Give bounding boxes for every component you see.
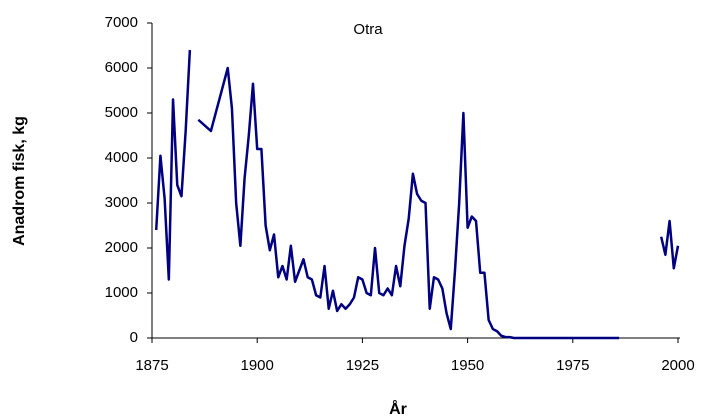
y-tick-label: 6000	[105, 59, 138, 76]
x-tick-label: 1950	[451, 357, 484, 374]
data-line	[154, 49, 680, 340]
y-tick-label: 5000	[105, 104, 138, 121]
x-tick-label: 1975	[556, 357, 589, 374]
x-tick-label: 1875	[135, 357, 168, 374]
x-tick-label: 1925	[346, 357, 379, 374]
y-tick-label: 0	[130, 329, 138, 346]
y-tick-label: 7000	[105, 14, 138, 31]
x-axis-title: År	[389, 399, 407, 418]
y-tick-label: 1000	[105, 284, 138, 301]
y-axis-title: Anadrom fisk, kg	[11, 116, 28, 246]
x-tick-label: 1900	[241, 357, 274, 374]
chart-title: Otra	[353, 21, 383, 38]
x-tick-label: 2000	[661, 357, 694, 374]
y-tick-label: 4000	[105, 149, 138, 166]
y-tick-label: 3000	[105, 194, 138, 211]
y-tick-label: 2000	[105, 239, 138, 256]
